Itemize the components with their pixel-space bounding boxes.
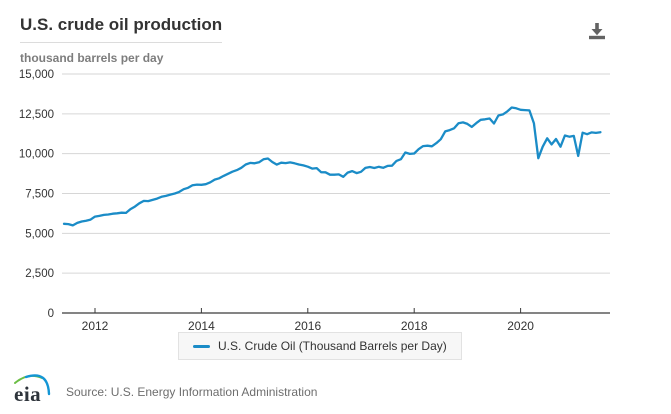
svg-text:2012: 2012 [82,319,109,333]
eia-logo-arcs-icon [14,374,51,396]
chart-title: U.S. crude oil production [20,15,223,43]
legend-label: U.S. Crude Oil (Thousand Barrels per Day… [218,339,447,353]
eia-logo[interactable]: eia [12,370,56,408]
source-attribution: Source: U.S. Energy Information Administ… [66,385,318,399]
footer: eia Source: U.S. Energy Information Admi… [12,370,317,408]
legend-item-us-crude-oil[interactable]: U.S. Crude Oil (Thousand Barrels per Day… [178,332,462,360]
svg-text:0: 0 [48,308,54,320]
svg-text:15,000: 15,000 [19,69,54,81]
svg-text:5,000: 5,000 [25,228,54,240]
svg-text:2014: 2014 [188,319,215,333]
svg-text:2,500: 2,500 [25,268,54,280]
eia-logo-text: eia [14,382,42,406]
svg-text:2020: 2020 [507,319,534,333]
svg-text:2016: 2016 [294,319,321,333]
svg-text:7,500: 7,500 [25,189,54,201]
download-icon [589,22,605,39]
download-button[interactable] [584,20,610,44]
production-line-chart: 0 2,500 5,000 7,500 10,000 12,500 15,000 2012 20… [19,69,610,333]
legend-line-swatch [193,344,210,348]
chart-subtitle: thousand barrels per day [20,51,164,65]
svg-text:12,500: 12,500 [19,109,54,121]
svg-text:10,000: 10,000 [19,149,54,161]
svg-text:2018: 2018 [401,319,428,333]
